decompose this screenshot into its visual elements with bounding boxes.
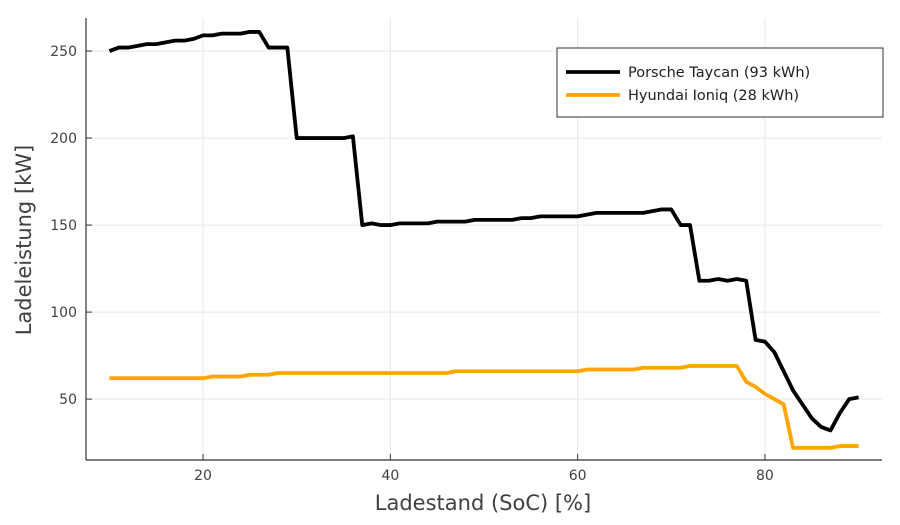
legend: Porsche Taycan (93 kWh) Hyundai Ioniq (28… (556, 47, 884, 118)
legend-box (556, 47, 884, 118)
y-tick-label: 100 (50, 305, 77, 321)
x-tick-label: 80 (756, 468, 774, 484)
legend-label: Hyundai Ioniq (28 kWh) (628, 88, 799, 104)
y-tick-label: 250 (50, 44, 77, 60)
x-axis-label: Ladestand (SoC) [%] (375, 491, 591, 515)
y-tick-label: 200 (50, 131, 77, 147)
axes: 20 40 60 80 50 100 150 200 250 (50, 18, 882, 484)
x-tick-label: 20 (194, 468, 212, 484)
y-tick-label: 150 (50, 218, 77, 234)
series-lines (108, 30, 859, 450)
y-axis-label: Ladeleistung [kW] (12, 145, 36, 336)
series-line-2 (109, 364, 859, 450)
x-tick-label: 60 (569, 468, 587, 484)
legend-label: Porsche Taycan (93 kWh) (628, 65, 810, 81)
y-tick-label: 50 (59, 392, 77, 408)
series-line-1 (108, 30, 859, 433)
x-tick-label: 40 (381, 468, 399, 484)
